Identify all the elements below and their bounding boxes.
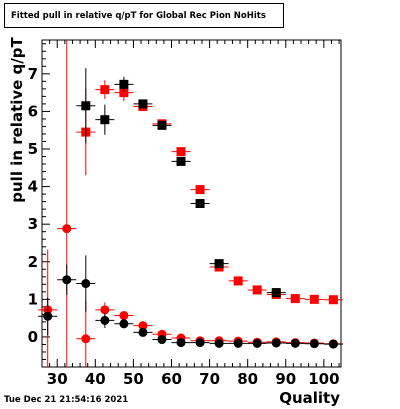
data-point-circle: [100, 305, 110, 315]
data-point-circle: [309, 339, 319, 349]
y-tick-label: 0: [28, 328, 38, 346]
data-point-square: [157, 120, 167, 130]
plot-frame: [41, 39, 342, 368]
x-tick-label: 90: [275, 370, 296, 388]
data-point-circle: [195, 338, 205, 348]
data-point-square: [252, 285, 262, 295]
x-tick-label: 30: [47, 370, 68, 388]
data-point-circle: [233, 338, 243, 348]
data-point-circle: [290, 338, 300, 348]
data-point-square: [271, 288, 281, 298]
data-point-square: [119, 88, 129, 98]
x-tick-label: 70: [199, 370, 220, 388]
x-axis-label: Quality: [279, 389, 340, 407]
data-point-square: [309, 294, 319, 304]
data-point-circle: [138, 327, 148, 337]
y-tick-label: 6: [28, 102, 38, 120]
y-tick-label: 3: [28, 215, 38, 233]
data-point-square: [100, 115, 110, 125]
data-point-square: [138, 99, 148, 109]
chart-title-box: Fitted pull in relative q/pT for Global …: [4, 3, 284, 28]
data-point-square: [195, 185, 205, 195]
data-point-square: [81, 101, 91, 111]
x-tick-label: 50: [123, 370, 144, 388]
data-point-circle: [100, 315, 110, 325]
data-point-circle: [119, 319, 129, 329]
data-point-circle: [81, 334, 91, 344]
timestamp: Tue Dec 21 21:54:16 2021: [4, 395, 129, 405]
data-point-circle: [62, 224, 72, 234]
data-point-circle: [43, 311, 53, 321]
data-point-square: [290, 294, 300, 304]
data-point-circle: [252, 338, 262, 348]
y-tick-label: 1: [28, 290, 38, 308]
data-point-circle: [81, 279, 91, 289]
data-point-circle: [62, 275, 72, 285]
data-point-circle: [271, 338, 281, 348]
data-point-circle: [176, 338, 186, 348]
data-point-circle: [328, 339, 338, 349]
chart-title: Fitted pull in relative q/pT for Global …: [11, 11, 266, 21]
y-tick-label: 7: [28, 65, 38, 83]
data-point-square: [328, 295, 338, 305]
data-point-square: [176, 156, 186, 166]
x-tick-label: 100: [308, 370, 339, 388]
data-point-square: [195, 199, 205, 208]
x-tick-label: 80: [237, 370, 258, 388]
y-tick-label: 2: [28, 253, 38, 271]
y-tick-label: 5: [28, 140, 38, 158]
data-point-square: [214, 259, 224, 269]
data-point-square: [176, 147, 186, 157]
data-point-square: [233, 276, 243, 286]
data-point-circle: [214, 338, 224, 348]
y-tick-label: 4: [28, 178, 38, 196]
data-point-square: [100, 85, 110, 95]
x-tick-label: 40: [85, 370, 106, 388]
data-point-square: [119, 79, 129, 89]
x-tick-label: 60: [161, 370, 182, 388]
data-point-circle: [157, 335, 167, 345]
data-point-circle: [119, 311, 129, 321]
data-point-circle: [138, 321, 148, 331]
